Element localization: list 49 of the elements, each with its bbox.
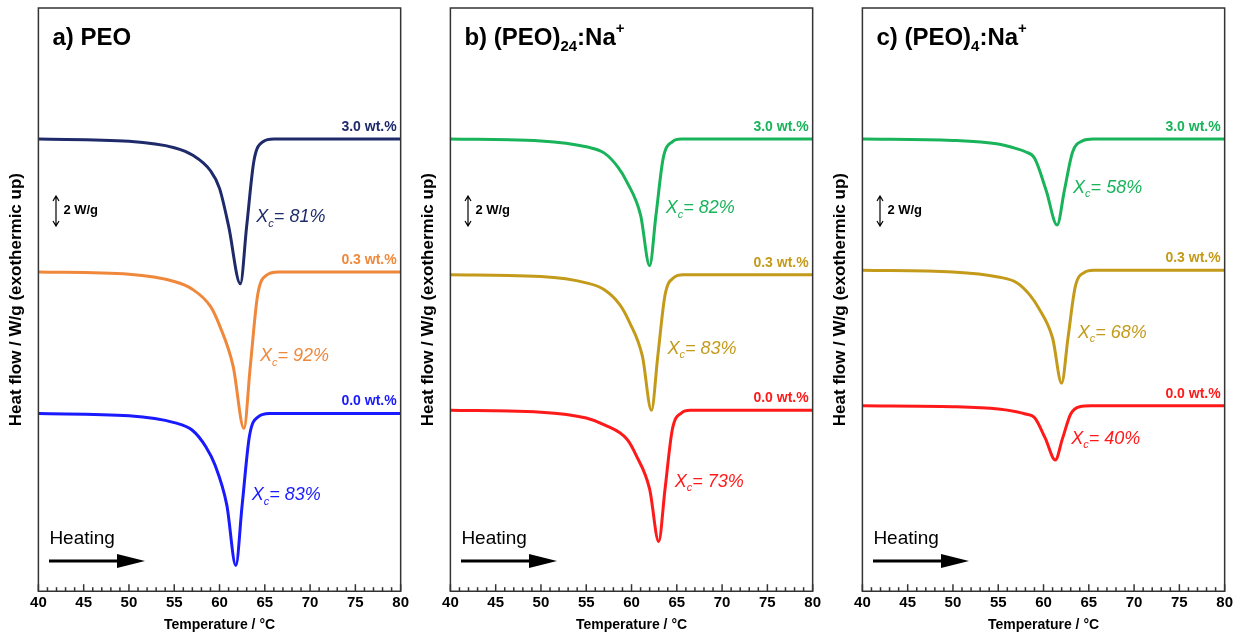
x-tick-label: 40 — [30, 593, 47, 611]
annotation: Heating — [461, 527, 527, 550]
x-tick-label: 80 — [1216, 593, 1233, 611]
annotation: 2 W/g — [475, 201, 511, 217]
x-tick-label: 50 — [120, 593, 138, 611]
x-tick-label: 75 — [759, 593, 776, 611]
x-tick-label: 65 — [1080, 593, 1098, 611]
x-tick-label: 65 — [668, 593, 686, 611]
annotation: 2 W/g — [63, 201, 99, 217]
x-axis-title: Temperature / °C — [163, 616, 276, 633]
series-label: 0.3 wt.% — [341, 250, 398, 267]
x-tick-label: 60 — [211, 593, 228, 611]
series-label: 3.0 wt.% — [341, 117, 398, 134]
x-tick-label: 80 — [804, 593, 821, 611]
x-tick-label: 55 — [165, 593, 183, 611]
x-tick-label: 60 — [1035, 593, 1052, 611]
series-label: 3.0 wt.% — [753, 117, 810, 134]
chart-title: a) PEO — [52, 22, 132, 50]
annotation: Heating — [873, 527, 939, 550]
series-label: 0.0 wt.% — [1165, 384, 1222, 401]
annotation: Heating — [49, 527, 115, 550]
x-tick-label: 70 — [713, 593, 731, 611]
x-tick-label: 80 — [392, 593, 409, 611]
x-tick-label: 50 — [944, 593, 962, 611]
x-tick-label: 65 — [256, 593, 274, 611]
x-tick-label: 55 — [989, 593, 1007, 611]
annotation: 2 W/g — [887, 201, 923, 217]
series-label: 0.3 wt.% — [753, 253, 810, 270]
x-tick-label: 75 — [1171, 593, 1188, 611]
y-axis-title: Heat flow / W/g (exothermic up) — [417, 173, 437, 427]
x-tick-label: 40 — [854, 593, 871, 611]
series-label: 3.0 wt.% — [1165, 117, 1222, 134]
x-tick-label: 60 — [623, 593, 640, 611]
x-tick-label: 70 — [1125, 593, 1143, 611]
x-tick-label: 45 — [487, 593, 505, 611]
x-tick-label: 50 — [532, 593, 550, 611]
x-tick-label: 40 — [442, 593, 459, 611]
x-axis-title: Temperature / °C — [987, 616, 1100, 633]
x-tick-label: 55 — [577, 593, 595, 611]
y-axis-title: Heat flow / W/g (exothermic up) — [5, 173, 25, 427]
series-label: 0.3 wt.% — [1165, 249, 1222, 266]
x-tick-label: 70 — [301, 593, 319, 611]
y-axis-title: Heat flow / W/g (exothermic up) — [829, 173, 849, 427]
series-label: 0.0 wt.% — [341, 392, 398, 409]
x-tick-label: 45 — [75, 593, 93, 611]
x-axis-title: Temperature / °C — [575, 616, 688, 633]
x-tick-label: 75 — [347, 593, 364, 611]
series-label: 0.0 wt.% — [753, 389, 810, 406]
x-tick-label: 45 — [899, 593, 917, 611]
